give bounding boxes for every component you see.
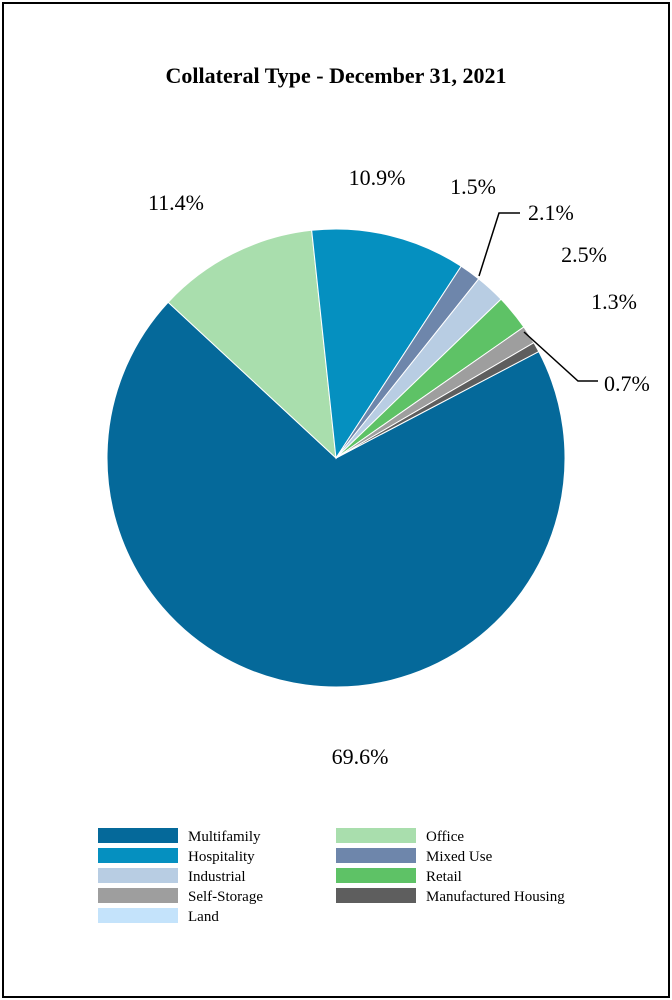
slice-hospitality [311, 228, 462, 460]
legend-item-hospitality: Hospitality [98, 848, 255, 865]
data-label-retail: 2.5% [561, 242, 607, 267]
legend-item-office: Office [336, 828, 464, 845]
legend-item-land: Land [98, 908, 219, 925]
legend-swatch-industrial [98, 868, 178, 883]
legend-item-manufactured-housing: Manufactured Housing [336, 888, 565, 905]
data-label-industrial: 2.1% [528, 200, 574, 225]
leader-line-manufactured-housing [523, 331, 598, 382]
legend-swatch-manufactured-housing [336, 888, 416, 903]
legend-label-multifamily: Multifamily [188, 829, 261, 845]
leader-lines [478, 212, 598, 382]
legend-label-self-storage: Self-Storage [188, 889, 263, 905]
legend-label-hospitality: Hospitality [188, 849, 255, 865]
leader-line-industrial [478, 212, 520, 277]
data-label-hospitality: 10.9% [349, 165, 406, 190]
legend-item-multifamily: Multifamily [98, 828, 261, 845]
legend-swatch-multifamily [98, 828, 178, 843]
legend-label-industrial: Industrial [188, 869, 246, 885]
legend-item-mixed-use: Mixed Use [336, 848, 493, 865]
legend-label-office: Office [426, 829, 464, 845]
legend-swatch-retail [336, 868, 416, 883]
data-label-manufactured-housing: 0.7% [604, 371, 650, 396]
data-label-mixed-use: 1.5% [450, 174, 496, 199]
chart-title: Collateral Type - December 31, 2021 [166, 63, 507, 88]
legend-label-mixed-use: Mixed Use [426, 849, 493, 865]
legend-swatch-self-storage [98, 888, 178, 903]
slice-office [167, 229, 337, 460]
legend-swatch-hospitality [98, 848, 178, 863]
data-label-office: 11.4% [148, 190, 204, 215]
slice-manufactured-housing [335, 342, 540, 459]
legend-swatch-mixed-use [336, 848, 416, 863]
legend-label-manufactured-housing: Manufactured Housing [426, 889, 565, 905]
data-labels: 69.6% 11.4% 10.9% 1.5% 2.1% 2.5% 1.3% 0.7% [148, 165, 650, 769]
legend-swatch-land [98, 908, 178, 923]
legend-label-retail: Retail [426, 869, 462, 885]
pie-slices [106, 228, 566, 688]
legend: Multifamily Office Hospitality Mixed Use Ind… [98, 828, 565, 925]
data-label-self-storage: 1.3% [591, 289, 637, 314]
legend-item-retail: Retail [336, 868, 462, 885]
legend-label-land: Land [188, 909, 219, 925]
legend-item-industrial: Industrial [98, 868, 246, 885]
legend-swatch-office [336, 828, 416, 843]
data-label-multifamily: 69.6% [332, 744, 389, 769]
legend-item-self-storage: Self-Storage [98, 888, 263, 905]
